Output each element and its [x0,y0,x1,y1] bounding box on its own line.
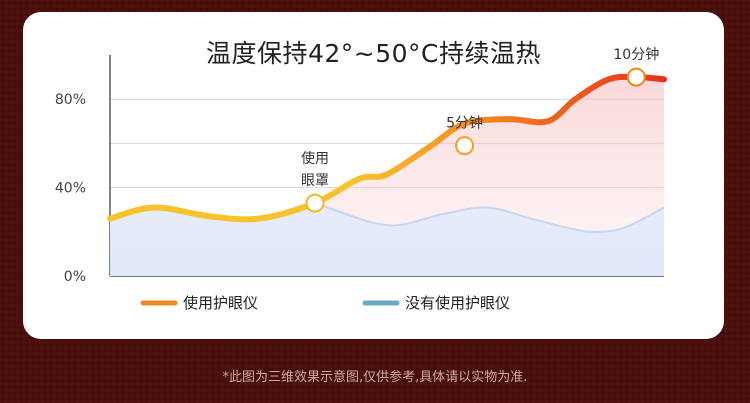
legend-label: 使用护眼仪 [183,294,258,312]
series-line-with [107,73,667,223]
annotation-label: 10分钟 [613,46,659,63]
legend-label: 没有使用护眼仪 [405,294,510,312]
y-tick-label: 40% [55,181,86,197]
point-marker [455,136,475,156]
annotation-label: 使用 [301,150,329,167]
annotation-label: 眼罩 [301,173,329,189]
series-line-without [314,202,665,233]
point-marker [626,67,646,87]
y-tick-label: 80% [55,92,86,108]
chart-title: 温度保持42°~50°C持续温热 [205,39,542,68]
y-tick-label: 0% [64,269,86,285]
annotation-label: 5分钟 [446,115,483,132]
point-marker [305,193,325,213]
footnote: *此图为三维效果示意图,仅供参考,具体请以实物为准. [222,370,528,385]
